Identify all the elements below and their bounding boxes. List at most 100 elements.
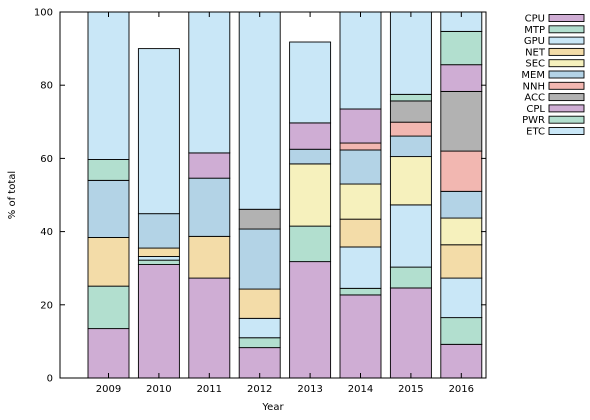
legend-swatch [548, 59, 585, 68]
bar-segment-2009-net [87, 237, 130, 287]
legend-swatch [548, 25, 585, 34]
bar-segment-2014-sec [339, 183, 382, 220]
bar-segment-2016-mem [440, 190, 483, 219]
legend-label: PWR [522, 115, 545, 126]
legend-item-nnh: NNH [523, 81, 585, 92]
legend-swatch [548, 14, 585, 22]
bar-segment-2009-mem [87, 179, 130, 238]
bar-segment-2014-cpu [339, 294, 382, 379]
bar-segment-2010-mtp [137, 259, 180, 265]
bar-segment-2015-gpu [389, 204, 432, 268]
y-tick-label: 100 [34, 8, 53, 19]
bar-segment-2015-nnh [389, 121, 432, 137]
bar-segment-2016-cpu [440, 343, 483, 379]
legend-item-etc: ETC [526, 127, 585, 138]
bar-segment-2015-sec [389, 156, 432, 206]
legend-swatch [548, 93, 585, 102]
x-axis-ticks: 2009 2010 2011 2012 2013 2014 2015 2016 [96, 12, 474, 395]
legend-item-mem: MEM [521, 70, 585, 81]
legend-swatch [548, 36, 585, 45]
y-axis-ticks: 0 20 40 60 80 100 [34, 8, 486, 385]
legend-label: ACC [524, 93, 545, 104]
bar-segment-2012-mtp [238, 337, 281, 349]
bar-segment-2015-acc [389, 100, 432, 123]
y-tick-label: 20 [40, 300, 53, 311]
x-axis-label: Year [261, 402, 284, 413]
x-tick-label: 2012 [247, 384, 272, 395]
bar-segment-2015-cpu [389, 287, 432, 379]
x-tick-label: 2010 [146, 384, 171, 395]
legend-swatch [548, 127, 585, 135]
x-tick-label: 2016 [449, 384, 474, 395]
y-axis-label: % of total [7, 171, 18, 219]
x-tick-label: 2013 [297, 384, 322, 395]
legend-item-gpu: GPU [524, 36, 585, 47]
bar-segment-2014-etc [339, 11, 382, 110]
legend-swatch [548, 81, 585, 90]
bar-segment-2012-gpu [238, 317, 281, 339]
legend-swatch [548, 47, 585, 56]
y-tick-label: 60 [40, 154, 53, 165]
bar-segment-2009-pwr [87, 159, 130, 181]
bar-segment-2011-etc [188, 11, 231, 154]
bar-segment-2012-mem [238, 228, 281, 290]
bar-segment-2011-mem [188, 177, 231, 237]
bar-segment-2015-mem [389, 135, 432, 158]
bar-segment-2012-net [238, 288, 281, 319]
bar-segment-2009-mtp [87, 285, 130, 330]
bar-segment-2014-cpl [339, 108, 382, 144]
y-tick-label: 80 [40, 81, 53, 92]
legend-item-acc: ACC [524, 93, 585, 104]
legend-swatch [548, 115, 585, 124]
bar-segment-2011-net [188, 235, 231, 279]
y-tick-label: 40 [40, 227, 53, 238]
bar-segment-2010-cpu [137, 264, 180, 379]
legend-item-mtp: MTP [524, 25, 585, 36]
legend-label: NNH [523, 81, 545, 92]
bar-segment-2010-etc [137, 48, 180, 215]
legend-item-cpu: CPU [525, 14, 585, 25]
bar-segment-2015-pwr [389, 93, 432, 102]
bar-segment-2009-etc [87, 11, 130, 160]
bar-segment-2016-cpl [440, 64, 483, 92]
legend-item-sec: SEC [525, 59, 585, 70]
bar-segment-2016-mtp [440, 317, 483, 345]
x-tick-label: 2015 [398, 384, 423, 395]
bar-segment-2014-mem [339, 149, 382, 185]
bar-segment-2010-net [137, 247, 180, 257]
y-tick-label: 0 [47, 374, 53, 385]
bar-segment-2013-sec [289, 163, 332, 227]
x-tick-label: 2009 [96, 384, 121, 395]
legend-label: GPU [524, 36, 545, 47]
bar-segment-2015-mtp [389, 266, 432, 289]
bar-segment-2016-gpu [440, 277, 483, 319]
legend-swatch [548, 70, 585, 79]
bars-layer [87, 11, 483, 379]
legend-label: SEC [525, 59, 545, 70]
bar-segment-2016-nnh [440, 150, 483, 192]
legend-label: CPU [525, 14, 545, 25]
legend-label: CPL [526, 104, 545, 115]
bar-segment-2013-mtp [289, 225, 332, 263]
bar-segment-2013-cpu [289, 261, 332, 379]
bar-segment-2013-mem [289, 148, 332, 165]
bar-segment-2016-net [440, 244, 483, 279]
bar-segment-2010-gpu [137, 256, 180, 261]
bar-segment-2014-nnh [339, 142, 382, 151]
legend-swatch [548, 104, 585, 113]
bar-segment-2016-sec [440, 217, 483, 246]
bar-segment-2013-etc [289, 41, 332, 124]
bar-segment-2010-mem [137, 213, 180, 249]
bar-segment-2012-acc [238, 208, 281, 230]
bar-segment-2014-mtp [339, 287, 382, 296]
bar-segment-2011-cpu [188, 277, 231, 379]
x-tick-label: 2014 [348, 384, 373, 395]
legend-item-pwr: PWR [522, 115, 585, 126]
legend-label: ETC [526, 127, 545, 138]
x-tick-label: 2011 [197, 384, 222, 395]
plot-frame [59, 11, 487, 379]
bar-segment-2015-etc [389, 11, 432, 95]
bar-segment-2016-pwr [440, 30, 483, 66]
